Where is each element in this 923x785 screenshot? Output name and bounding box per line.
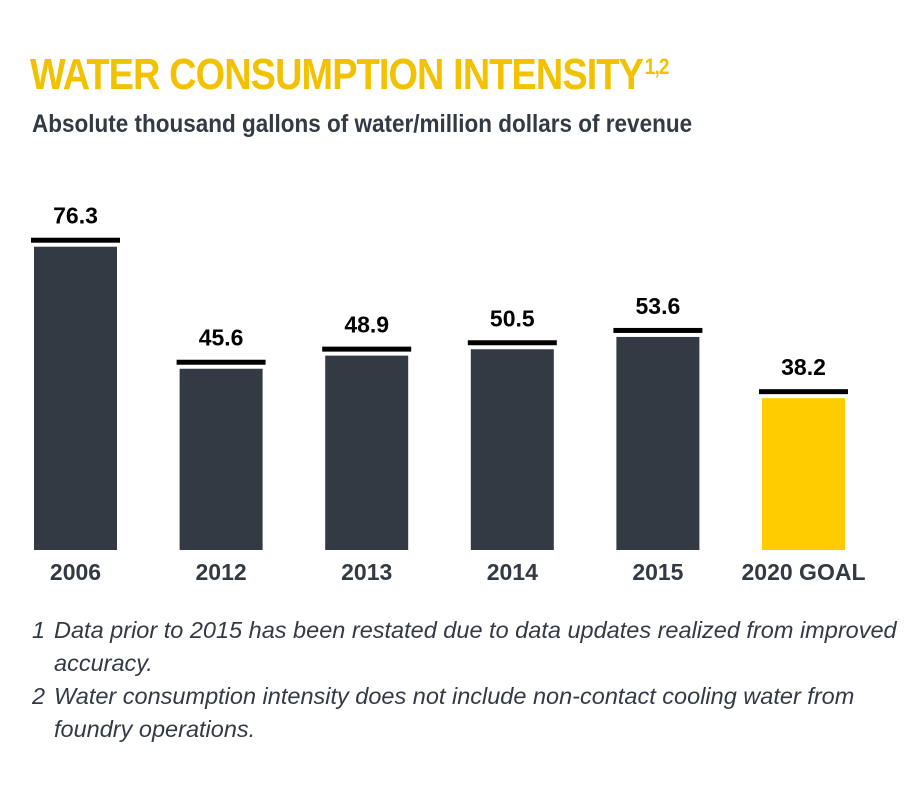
value-label-2015: 53.6 [636, 293, 681, 319]
bar-cap-2015 [613, 327, 703, 333]
footnote-1: 1 Data prior to 2015 has been restated d… [32, 614, 902, 680]
bar-2013 [325, 355, 409, 550]
footnote-2-number: 2 [32, 683, 46, 709]
bar-cap-2014 [467, 340, 557, 346]
bar-cap-2013 [322, 346, 412, 352]
x-tick-label-2015: 2015 [632, 559, 683, 585]
bar-cap-2020-goal [759, 389, 848, 395]
footnote-1-number: 1 [32, 617, 46, 643]
bar-2015 [616, 336, 700, 550]
chart-title-superscript: 1,2 [644, 54, 670, 79]
x-tick-label-2012: 2012 [196, 559, 247, 585]
value-label-2006: 76.3 [53, 203, 98, 229]
chart-title-text: WATER CONSUMPTION INTENSITY [30, 50, 644, 99]
value-label-2012: 45.6 [199, 325, 244, 351]
value-label-2020-goal: 38.2 [781, 354, 826, 380]
bar-2014 [470, 349, 554, 550]
bar-chart: 76.3 2006 45.6 2012 48.9 2013 50.5 2014 53.6 2015… [31, 203, 866, 585]
bar-cap-2012 [176, 359, 266, 365]
footnote-2-text: Water consumption intensity does not inc… [54, 683, 855, 742]
bar-cap-2006 [31, 237, 120, 243]
value-label-2013: 48.9 [344, 312, 389, 338]
bar-2012 [179, 368, 263, 550]
x-tick-label-2006: 2006 [50, 559, 101, 585]
footnotes: 1 Data prior to 2015 has been restated d… [32, 614, 902, 746]
chart-title: WATER CONSUMPTION INTENSITY1,2 [30, 50, 669, 100]
footnote-1-text: Data prior to 2015 has been restated due… [54, 617, 897, 676]
bar-2020-goal [762, 398, 845, 550]
x-tick-label-2013: 2013 [341, 559, 392, 585]
chart-subtitle: Absolute thousand gallons of water/milli… [32, 110, 693, 138]
x-tick-label-2020-goal: 2020 GOAL [742, 559, 866, 585]
bar-2006 [34, 246, 117, 550]
footnote-2: 2 Water consumption intensity does not i… [32, 680, 902, 746]
x-tick-label-2014: 2014 [487, 559, 538, 585]
value-label-2014: 50.5 [490, 305, 535, 331]
